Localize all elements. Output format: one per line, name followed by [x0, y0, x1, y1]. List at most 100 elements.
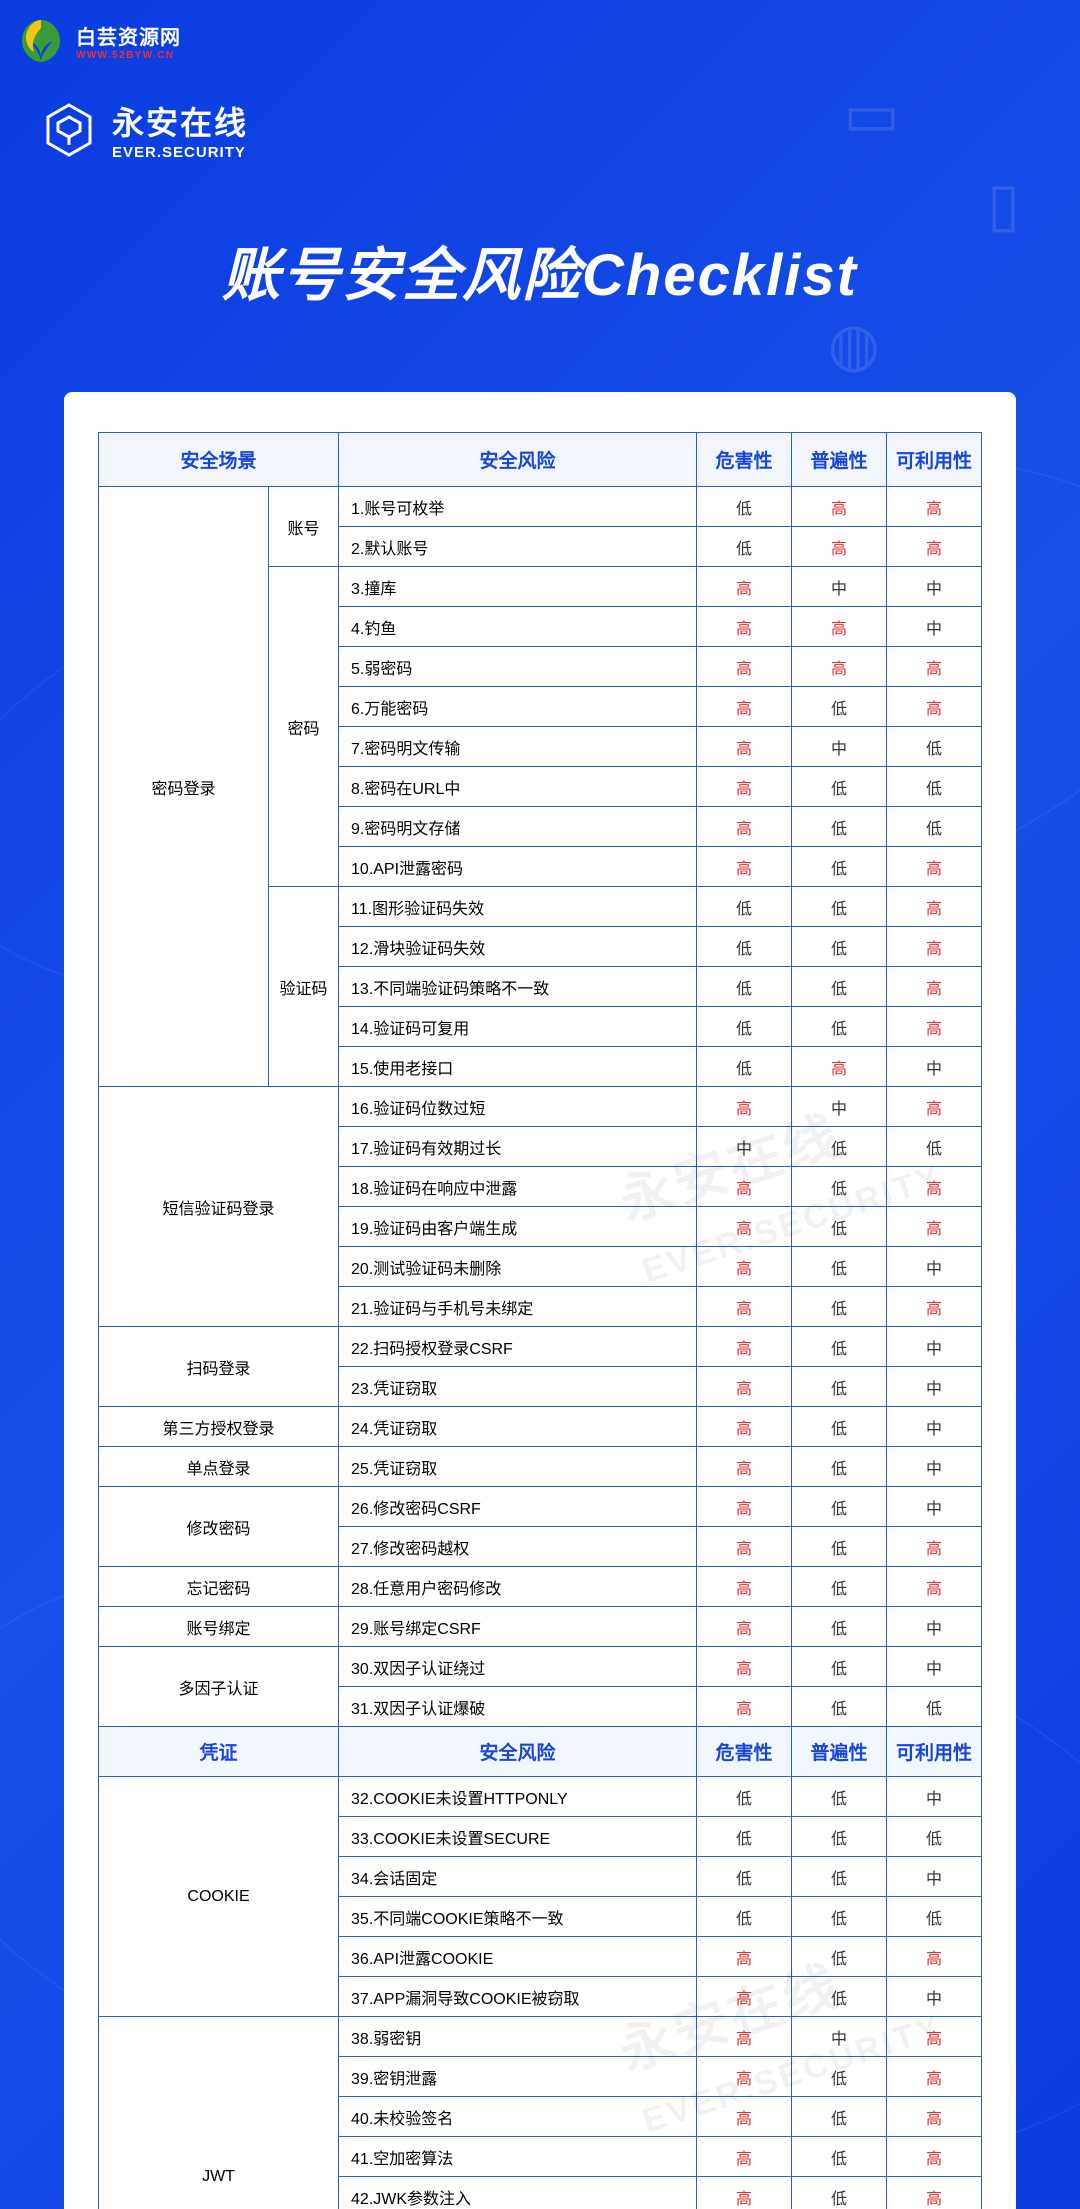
level-cell: 高: [887, 1007, 982, 1047]
brand-hex-icon: [40, 101, 98, 159]
level-cell: 高: [697, 1607, 792, 1647]
level-cell: 低: [792, 1327, 887, 1367]
level-cell: 低: [887, 767, 982, 807]
level-cell: 高: [887, 1287, 982, 1327]
level-cell: 低: [792, 2097, 887, 2137]
site-logo: 白芸资源网 WWW.52BYW.CN: [14, 14, 181, 68]
level-cell: 高: [697, 1687, 792, 1727]
level-cell: 中: [792, 567, 887, 607]
th-hazard-2: 危害性: [697, 1727, 792, 1777]
risk-cell: 4.钓鱼: [339, 607, 697, 647]
risk-cell: 40.未校验签名: [339, 2097, 697, 2137]
table-head-1: 安全场景 安全风险 危害性 普遍性 可利用性: [99, 433, 982, 487]
level-cell: 高: [697, 1167, 792, 1207]
level-cell: 低: [792, 1607, 887, 1647]
level-cell: 高: [887, 2017, 982, 2057]
level-cell: 高: [792, 1047, 887, 1087]
level-cell: 高: [697, 2137, 792, 2177]
level-cell: 低: [697, 1817, 792, 1857]
level-cell: 低: [792, 687, 887, 727]
risk-cell: 14.验证码可复用: [339, 1007, 697, 1047]
th-prevalence: 普遍性: [792, 433, 887, 487]
risk-cell: 26.修改密码CSRF: [339, 1487, 697, 1527]
level-cell: 低: [792, 1127, 887, 1167]
level-cell: 高: [887, 887, 982, 927]
level-cell: 低: [792, 1687, 887, 1727]
level-cell: 高: [887, 927, 982, 967]
level-cell: 低: [792, 1207, 887, 1247]
level-cell: 高: [887, 687, 982, 727]
level-cell: 低: [887, 1897, 982, 1937]
level-cell: 低: [792, 1937, 887, 1977]
th-risk: 安全风险: [339, 433, 697, 487]
level-cell: 中: [887, 1327, 982, 1367]
level-cell: 高: [887, 1087, 982, 1127]
table-row: COOKIE32.COOKIE未设置HTTPONLY低低中: [99, 1777, 982, 1817]
level-cell: 低: [792, 1367, 887, 1407]
risk-cell: 12.滑块验证码失效: [339, 927, 697, 967]
level-cell: 中: [887, 1047, 982, 1087]
level-cell: 高: [697, 2017, 792, 2057]
risk-cell: 28.任意用户密码修改: [339, 1567, 697, 1607]
level-cell: 低: [792, 1447, 887, 1487]
level-cell: 中: [697, 1127, 792, 1167]
level-cell: 高: [697, 1567, 792, 1607]
risk-cell: 15.使用老接口: [339, 1047, 697, 1087]
brand-name-cn: 永安在线: [112, 98, 248, 144]
level-cell: 低: [792, 1007, 887, 1047]
level-cell: 高: [792, 647, 887, 687]
level-cell: 低: [792, 767, 887, 807]
level-cell: 低: [792, 1857, 887, 1897]
level-cell: 高: [887, 2137, 982, 2177]
level-cell: 高: [697, 1327, 792, 1367]
level-cell: 高: [887, 1527, 982, 1567]
scene-cell: 扫码登录: [99, 1327, 339, 1407]
level-cell: 高: [697, 2177, 792, 2209]
risk-cell: 36.API泄露COOKIE: [339, 1937, 697, 1977]
level-cell: 低: [887, 1687, 982, 1727]
risk-cell: 31.双因子认证爆破: [339, 1687, 697, 1727]
risk-cell: 16.验证码位数过短: [339, 1087, 697, 1127]
level-cell: 低: [887, 1817, 982, 1857]
level-cell: 高: [697, 1287, 792, 1327]
level-cell: 低: [697, 967, 792, 1007]
risk-cell: 20.测试验证码未删除: [339, 1247, 697, 1287]
level-cell: 中: [887, 1777, 982, 1817]
table-row: 密码登录账号1.账号可枚举低高高: [99, 487, 982, 527]
risk-cell: 24.凭证窃取: [339, 1407, 697, 1447]
risk-cell: 34.会话固定: [339, 1857, 697, 1897]
risk-cell: 35.不同端COOKIE策略不一致: [339, 1897, 697, 1937]
level-cell: 低: [887, 727, 982, 767]
level-cell: 高: [792, 487, 887, 527]
risk-cell: 9.密码明文存储: [339, 807, 697, 847]
level-cell: 低: [792, 1567, 887, 1607]
level-cell: 中: [887, 1447, 982, 1487]
risk-cell: 3.撞库: [339, 567, 697, 607]
level-cell: 中: [792, 2017, 887, 2057]
table-body-2: COOKIE32.COOKIE未设置HTTPONLY低低中33.COOKIE未设…: [99, 1777, 982, 2209]
level-cell: 高: [697, 1487, 792, 1527]
table-row: 第三方授权登录24.凭证窃取高低中: [99, 1407, 982, 1447]
table-row: 修改密码26.修改密码CSRF高低中: [99, 1487, 982, 1527]
risk-cell: 11.图形验证码失效: [339, 887, 697, 927]
table-body-1: 密码登录账号1.账号可枚举低高高2.默认账号低高高密码3.撞库高中中4.钓鱼高高…: [99, 487, 982, 1727]
level-cell: 中: [887, 1647, 982, 1687]
scene-cell: 短信验证码登录: [99, 1087, 339, 1327]
subscene-cell: 验证码: [269, 887, 339, 1087]
level-cell: 高: [887, 487, 982, 527]
bg-chat-icon: ▭: [843, 80, 900, 150]
level-cell: 中: [887, 1607, 982, 1647]
scene-cell: 多因子认证: [99, 1647, 339, 1727]
level-cell: 高: [887, 847, 982, 887]
th-exploit-2: 可利用性: [887, 1727, 982, 1777]
table-row: JWT38.弱密钥高中高: [99, 2017, 982, 2057]
level-cell: 中: [887, 1247, 982, 1287]
level-cell: 低: [792, 2137, 887, 2177]
level-cell: 高: [887, 1167, 982, 1207]
level-cell: 高: [697, 1367, 792, 1407]
page-root: ▭ ▯ ◍ ◆ 白芸资源网 WWW.52BYW.CN 永安在线 EVER.SEC…: [0, 0, 1080, 2209]
table-row: 账号绑定29.账号绑定CSRF高低中: [99, 1607, 982, 1647]
risk-cell: 32.COOKIE未设置HTTPONLY: [339, 1777, 697, 1817]
level-cell: 高: [697, 567, 792, 607]
level-cell: 高: [697, 2097, 792, 2137]
